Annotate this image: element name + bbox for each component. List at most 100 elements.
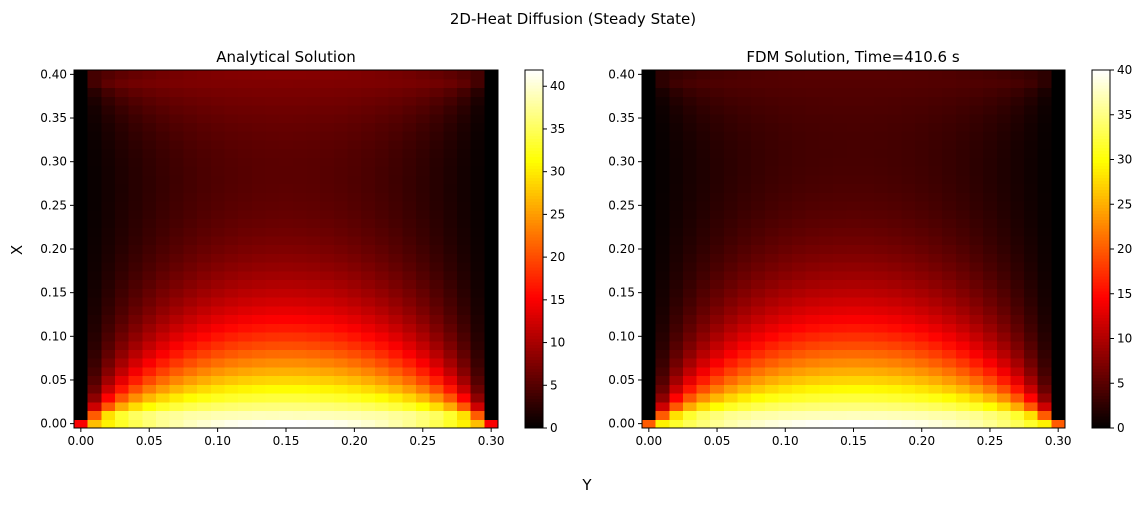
heatmap-cell [74, 183, 89, 193]
heatmap-cell [484, 366, 499, 377]
heatmap-cell [655, 139, 670, 150]
heatmap-cell [169, 410, 185, 420]
heatmap-cell [333, 253, 349, 263]
heatmap-cell [101, 419, 116, 429]
heatmap-cell [128, 235, 143, 246]
heatmap-cell [887, 366, 902, 377]
heatmap-cell [1051, 139, 1066, 150]
heatmap-cell [696, 323, 711, 333]
heatmap-cell [238, 166, 253, 176]
heatmap-cell [292, 262, 308, 272]
heatmap-cell [347, 104, 362, 115]
heatmap-cell [169, 235, 185, 246]
heatmap-cell [101, 70, 116, 80]
heatmap-cell [682, 70, 698, 80]
heatmap-cell [169, 305, 185, 316]
colorbar-segment [1092, 192, 1110, 196]
heatmap-cell [833, 166, 848, 176]
heatmap-cell [914, 104, 930, 115]
heatmap-cell [805, 358, 820, 368]
heatmap-cell [210, 331, 226, 342]
heatmap-cell [251, 253, 267, 263]
heatmap-cell [484, 349, 499, 359]
heatmap-cell [210, 70, 226, 80]
heatmap-cell [1010, 279, 1025, 289]
heatmap-cell [1051, 297, 1066, 307]
heatmap-cell [928, 358, 943, 368]
heatmap-cell [374, 78, 390, 89]
heatmap-cell [723, 314, 739, 324]
heatmap-cell [723, 358, 739, 368]
heatmap-cell [996, 78, 1012, 89]
heatmap-cell [846, 410, 861, 420]
heatmap-cell [942, 366, 957, 377]
heatmap-cell [1037, 305, 1052, 316]
heatmap-cell [682, 131, 698, 141]
heatmap-cell [470, 393, 485, 403]
heatmap-cell [792, 235, 807, 246]
heatmap-cell [456, 419, 472, 429]
heatmap-cell [347, 297, 362, 307]
heatmap-cell [723, 375, 739, 385]
heatmap-cell [723, 139, 739, 150]
colorbar-segment [1092, 213, 1110, 217]
y-tick-label: 0.25 [40, 198, 67, 212]
heatmap-cell [224, 166, 239, 176]
heatmap-cell [696, 174, 711, 185]
heatmap-cell [996, 366, 1012, 377]
heatmap-cell [210, 393, 226, 403]
heatmap-cell [669, 305, 684, 316]
heatmap-cell [115, 200, 130, 211]
heatmap-cell [265, 349, 280, 359]
heatmap-cell [456, 358, 472, 368]
heatmap-cell [279, 331, 294, 342]
heatmap-cell [156, 340, 171, 351]
colorbar-segment [525, 287, 543, 292]
heatmap-cell [969, 262, 984, 272]
heatmap-cell [873, 393, 889, 403]
heatmap-cell [710, 375, 725, 385]
heatmap-cell [197, 393, 212, 403]
heatmap-cell [361, 323, 376, 333]
heatmap-cell [1037, 218, 1052, 228]
heatmap-cell [197, 70, 212, 80]
heatmap-cell [456, 174, 472, 185]
heatmap-cell [429, 104, 444, 115]
heatmap-cell [805, 349, 820, 359]
colorbar-segment [525, 171, 543, 176]
heatmap-cell [320, 235, 335, 246]
heatmap-cell [456, 96, 472, 106]
heatmap-cell [805, 419, 820, 429]
heatmap-cell [1037, 96, 1052, 106]
heatmap-cell [723, 331, 739, 342]
heatmap-cell [183, 104, 198, 115]
heatmap-cell [183, 331, 198, 342]
heatmap-cell [723, 122, 739, 132]
heatmap-cell [429, 262, 444, 272]
heatmap-cell [238, 270, 253, 281]
heatmap-cell [887, 288, 902, 298]
heatmap-cell [969, 323, 984, 333]
heatmap-cell [901, 131, 916, 141]
heatmap-cell [1024, 157, 1039, 167]
heatmap-cell [655, 253, 670, 263]
heatmap-cell [860, 87, 875, 97]
heatmap-cell [197, 419, 212, 429]
heatmap-cell [115, 183, 130, 193]
heatmap-cell [484, 87, 499, 97]
y-tick-label: 0.05 [40, 373, 67, 387]
colorbar-segment [525, 114, 543, 119]
heatmap-cell [969, 349, 984, 359]
heatmap-cell [361, 148, 376, 158]
heatmap-cell [669, 349, 684, 359]
heatmap-cell [901, 104, 916, 115]
heatmap-cell [128, 297, 143, 307]
heatmap-cell [751, 139, 766, 150]
heatmap-cell [197, 244, 212, 254]
colorbar-segment [525, 168, 543, 173]
heatmap-cell [210, 297, 226, 307]
heatmap-cell [128, 131, 143, 141]
heatmap-cell [156, 358, 171, 368]
heatmap-cell [443, 96, 458, 106]
heatmap-cell [1010, 113, 1025, 123]
